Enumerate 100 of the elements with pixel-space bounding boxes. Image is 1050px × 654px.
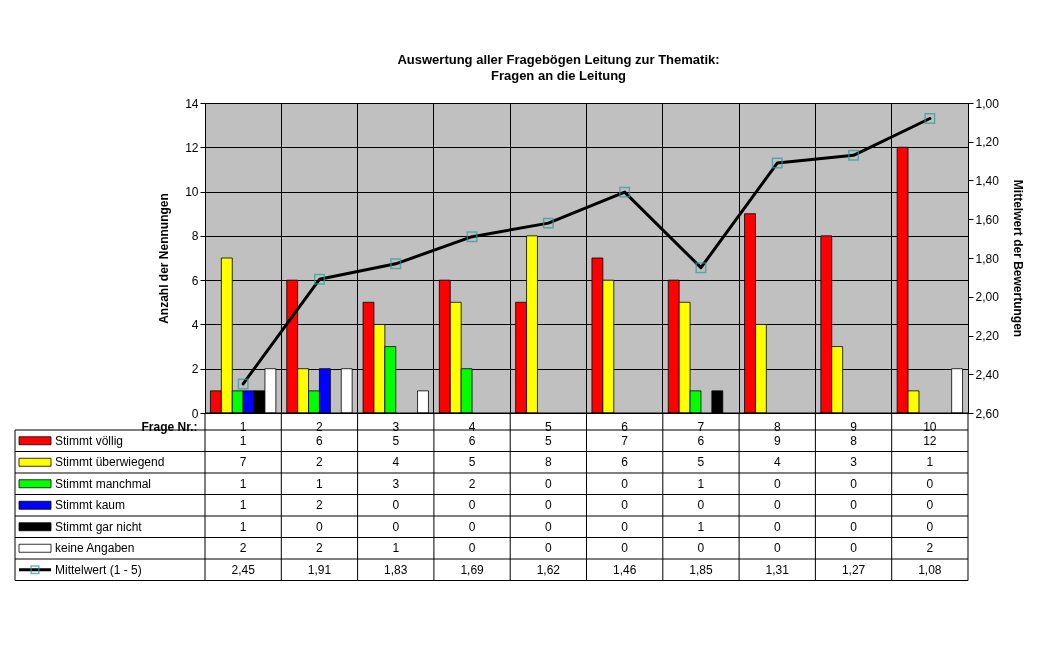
x-tick-label: 9 [850, 419, 858, 434]
data-label: 1 [926, 455, 934, 470]
legend-label: Stimmt manchmal [55, 476, 152, 491]
data-label: 0 [773, 476, 781, 491]
data-label: 2,45 [231, 562, 256, 577]
legend-label: Mittelwert (1 - 5) [55, 562, 142, 577]
data-label: 1,27 [841, 562, 866, 577]
data-label: 2 [316, 541, 324, 556]
data-label: 1 [239, 476, 247, 491]
legend-label: Stimmt überwiegend [55, 455, 165, 470]
y-tick-label: 12 [185, 140, 199, 155]
y-tick-label: 2 [191, 362, 199, 377]
legend-label: Stimmt gar nicht [55, 519, 143, 534]
data-label: 0 [926, 498, 934, 513]
data-label: 6 [621, 455, 629, 470]
y-tick-label: 0 [191, 406, 199, 421]
data-label: 0 [697, 541, 705, 556]
data-label: 1,69 [460, 562, 485, 577]
x-tick-label: 5 [545, 419, 553, 434]
data-label: 0 [926, 519, 934, 534]
data-label: 1 [239, 433, 247, 448]
y2-axis-title: Mittelwert der Bewertungen [1010, 179, 1025, 338]
data-label: 2 [316, 455, 324, 470]
data-label: 1,31 [765, 562, 790, 577]
y-tick-label: 14 [185, 96, 199, 111]
data-label: 2 [316, 498, 324, 513]
data-label: 0 [316, 519, 324, 534]
data-label: 8 [545, 455, 553, 470]
data-label: 0 [621, 476, 629, 491]
x-tick-label: 6 [621, 419, 629, 434]
data-label: 6 [316, 433, 324, 448]
data-label: 5 [545, 433, 553, 448]
data-label: 5 [392, 433, 400, 448]
data-label: 6 [697, 433, 705, 448]
y2-tick-label: 2,60 [975, 406, 1000, 421]
data-label: 1 [239, 519, 247, 534]
legend-label: Stimmt völlig [55, 433, 124, 448]
data-label: 9 [773, 433, 781, 448]
data-label: 5 [697, 455, 705, 470]
data-label: 0 [773, 541, 781, 556]
x-axis-title: Frage Nr.: [141, 419, 198, 434]
chart-title: Auswertung aller Fragebögen Leitung zur Thematik: Fragen an die Leitung [397, 52, 720, 83]
data-label: 0 [926, 476, 934, 491]
data-label: 5 [468, 455, 476, 470]
x-tick-label: 3 [392, 419, 400, 434]
data-label: 4 [773, 455, 781, 470]
y-tick-label: 4 [191, 317, 199, 332]
data-label: 0 [697, 498, 705, 513]
data-label: 0 [545, 519, 553, 534]
y2-tick-label: 2,00 [975, 290, 1000, 305]
legend-label: keine Angaben [55, 541, 135, 556]
data-label: 1,85 [689, 562, 713, 577]
y-tick-label: 10 [185, 185, 199, 200]
data-label: 1,62 [536, 562, 561, 577]
data-label: 0 [621, 519, 629, 534]
data-label: 0 [850, 541, 858, 556]
data-label: 0 [392, 498, 400, 513]
x-tick-label: 7 [697, 419, 705, 434]
data-label: 3 [850, 455, 858, 470]
data-label: 0 [850, 476, 858, 491]
data-label: 1 [697, 519, 705, 534]
data-label: 12 [923, 433, 937, 448]
x-tick-label: 1 [239, 419, 247, 434]
y2-tick-label: 1,80 [975, 251, 1000, 266]
data-label: 2 [468, 476, 476, 491]
data-label: 1,91 [307, 562, 332, 577]
data-label: 6 [468, 433, 476, 448]
data-label: 0 [850, 519, 858, 534]
data-label: 0 [621, 541, 629, 556]
data-label: 0 [468, 519, 476, 534]
data-label: 1 [392, 541, 400, 556]
data-label: 8 [850, 433, 858, 448]
legend-label: Stimmt kaum [55, 498, 126, 513]
y-tick-label: 8 [191, 229, 199, 244]
x-tick-label: 8 [773, 419, 781, 434]
data-label: 0 [545, 541, 553, 556]
data-label: 0 [468, 498, 476, 513]
data-label: 0 [468, 541, 476, 556]
data-label: 3 [392, 476, 400, 491]
data-label: 1,46 [612, 562, 637, 577]
data-label: 7 [239, 455, 247, 470]
y2-tick-label: 1,20 [975, 135, 1000, 150]
data-label: 2 [926, 541, 934, 556]
data-label: 1 [697, 476, 705, 491]
x-tick-label: 4 [468, 419, 476, 434]
data-label: 1 [316, 476, 324, 491]
data-label: 1 [239, 498, 247, 513]
x-tick-label: 2 [316, 419, 324, 434]
data-label: 1,83 [384, 562, 408, 577]
data-label: 2 [239, 541, 247, 556]
data-label: 7 [621, 433, 629, 448]
data-label: 0 [850, 498, 858, 513]
data-label: 0 [545, 476, 553, 491]
y2-tick-label: 2,40 [975, 367, 1000, 382]
y2-tick-label: 2,20 [975, 329, 1000, 343]
y2-tick-label: 1,60 [975, 212, 1000, 227]
y-tick-label: 6 [191, 273, 199, 288]
data-label: 1,08 [918, 562, 942, 577]
y2-tick-label: 1,00 [975, 96, 1000, 111]
data-label: 0 [773, 498, 781, 513]
